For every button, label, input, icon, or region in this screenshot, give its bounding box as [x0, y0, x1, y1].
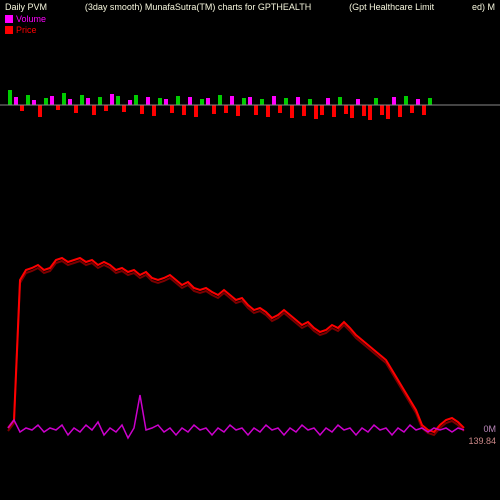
pvm-bar — [410, 105, 414, 113]
pvm-bar — [284, 98, 288, 105]
pvm-bar — [278, 105, 282, 113]
pvm-bar — [242, 98, 246, 105]
pvm-bar — [50, 96, 54, 105]
pvm-bar — [266, 105, 270, 117]
pvm-bar — [320, 105, 324, 115]
chart-svg — [0, 0, 500, 500]
pvm-bar — [416, 99, 420, 105]
pvm-bar — [116, 96, 120, 105]
pvm-bar — [392, 97, 396, 105]
pvm-bar — [356, 99, 360, 105]
pvm-bar — [128, 100, 132, 105]
pvm-bar — [254, 105, 258, 115]
pvm-bar — [32, 100, 36, 105]
pvm-bar — [74, 105, 78, 113]
pvm-bar — [224, 105, 228, 113]
pvm-bar — [80, 95, 84, 105]
pvm-bar — [152, 105, 156, 116]
pvm-bar — [344, 105, 348, 114]
pvm-bar — [350, 105, 354, 118]
pvm-bar — [110, 94, 114, 105]
pvm-bar — [308, 99, 312, 105]
pvm-bar — [170, 105, 174, 113]
pvm-bar — [38, 105, 42, 117]
price-shadow-line — [8, 261, 464, 435]
pvm-bar — [290, 105, 294, 118]
pvm-bar — [164, 99, 168, 105]
pvm-bar — [86, 98, 90, 105]
pvm-bar — [158, 98, 162, 105]
pvm-bar — [212, 105, 216, 114]
pvm-bar — [380, 105, 384, 115]
pvm-bar — [386, 105, 390, 119]
pvm-bar — [62, 93, 66, 105]
pvm-bar — [44, 98, 48, 105]
pvm-bar — [302, 105, 306, 116]
pvm-bar — [194, 105, 198, 117]
pvm-bar — [326, 98, 330, 105]
pvm-bar — [98, 97, 102, 105]
pvm-bar — [140, 105, 144, 114]
pvm-bar — [422, 105, 426, 115]
pvm-bar — [26, 95, 30, 105]
pvm-bar — [398, 105, 402, 117]
pvm-bar — [134, 95, 138, 105]
pvm-bar — [68, 99, 72, 105]
volume-line — [8, 395, 464, 438]
pvm-bar — [374, 98, 378, 105]
pvm-bar — [176, 96, 180, 105]
pvm-bar — [182, 105, 186, 115]
pvm-bar — [362, 105, 366, 116]
pvm-bar — [122, 105, 126, 112]
pvm-bar — [314, 105, 318, 119]
pvm-bar — [20, 105, 24, 111]
pvm-bar — [236, 105, 240, 116]
pvm-bar — [146, 97, 150, 105]
pvm-bar — [296, 97, 300, 105]
pvm-bar — [8, 90, 12, 105]
pvm-bar — [272, 96, 276, 105]
pvm-bar — [104, 105, 108, 111]
pvm-bar — [92, 105, 96, 115]
price-value-label: 139.84 — [468, 436, 496, 446]
pvm-bar — [338, 97, 342, 105]
pvm-bar — [14, 97, 18, 105]
pvm-bar — [206, 98, 210, 105]
price-line — [8, 258, 464, 432]
pvm-bar — [56, 105, 60, 110]
pvm-bar — [368, 105, 372, 120]
pvm-bar — [332, 105, 336, 117]
volume-value-label: 0M — [483, 424, 496, 434]
pvm-bar — [188, 97, 192, 105]
pvm-bar — [200, 99, 204, 105]
pvm-bar — [260, 99, 264, 105]
pvm-bar — [404, 96, 408, 105]
pvm-bar — [230, 96, 234, 105]
pvm-bar — [218, 95, 222, 105]
pvm-bar — [428, 98, 432, 105]
pvm-bar — [248, 97, 252, 105]
